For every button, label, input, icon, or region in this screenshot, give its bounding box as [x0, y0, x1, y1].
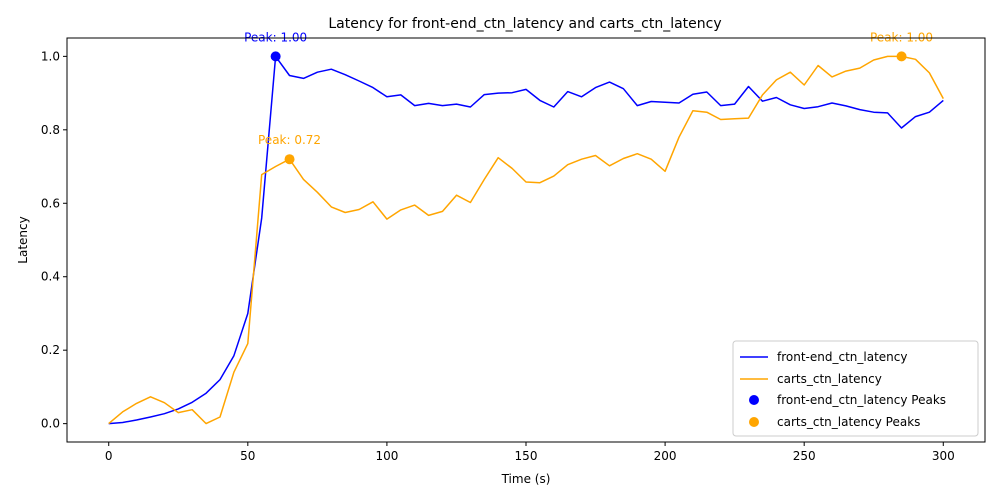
- x-tick-label: 150: [515, 449, 538, 463]
- y-axis-label: Latency: [16, 216, 30, 263]
- legend-label-carts-peaks: carts_ctn_latency Peaks: [777, 415, 920, 429]
- x-tick-label: 300: [932, 449, 955, 463]
- peak-label-1: Peak: 0.72: [258, 133, 321, 147]
- x-tick-label: 50: [240, 449, 255, 463]
- peak-label-2: Peak: 1.00: [870, 30, 933, 44]
- series-line-1: [108, 55, 944, 425]
- legend: front-end_ctn_latency carts_ctn_latency …: [732, 340, 979, 437]
- y-tick-label: 1.0: [41, 49, 60, 63]
- x-tick-label: 0: [105, 449, 113, 463]
- peak-marker-2: [896, 51, 907, 62]
- legend-label-carts: carts_ctn_latency: [777, 372, 882, 386]
- legend-marker-front-end-peaks: [749, 395, 759, 405]
- chart-title: Latency for front-end_ctn_latency and ca…: [328, 16, 721, 32]
- y-tick-label: 0.0: [41, 417, 60, 431]
- y-tick-label: 0.4: [41, 270, 60, 284]
- series-line-0: [108, 55, 944, 425]
- plot-content: Peak: 1.00 Peak: 0.72 Peak: 1.00: [108, 30, 944, 425]
- y-tick-label: 0.6: [41, 196, 60, 210]
- y-axis: 0.0 0.2 0.4 0.6 0.8 1.0: [41, 49, 67, 431]
- legend-label-front-end-peaks: front-end_ctn_latency Peaks: [777, 393, 946, 407]
- x-axis-label: Time (s): [501, 472, 551, 486]
- legend-label-front-end: front-end_ctn_latency: [777, 350, 907, 364]
- peak-marker-0: [270, 51, 281, 62]
- x-axis: 0 50 100 150 200 250 300: [105, 442, 955, 463]
- x-tick-label: 200: [654, 449, 677, 463]
- peak-marker-1: [284, 154, 295, 165]
- x-tick-label: 100: [375, 449, 398, 463]
- y-tick-label: 0.8: [41, 123, 60, 137]
- legend-box: [732, 340, 979, 437]
- y-tick-label: 0.2: [41, 343, 60, 357]
- x-tick-label: 250: [793, 449, 816, 463]
- legend-marker-carts-peaks: [749, 417, 759, 427]
- peak-label-0: Peak: 1.00: [244, 30, 307, 44]
